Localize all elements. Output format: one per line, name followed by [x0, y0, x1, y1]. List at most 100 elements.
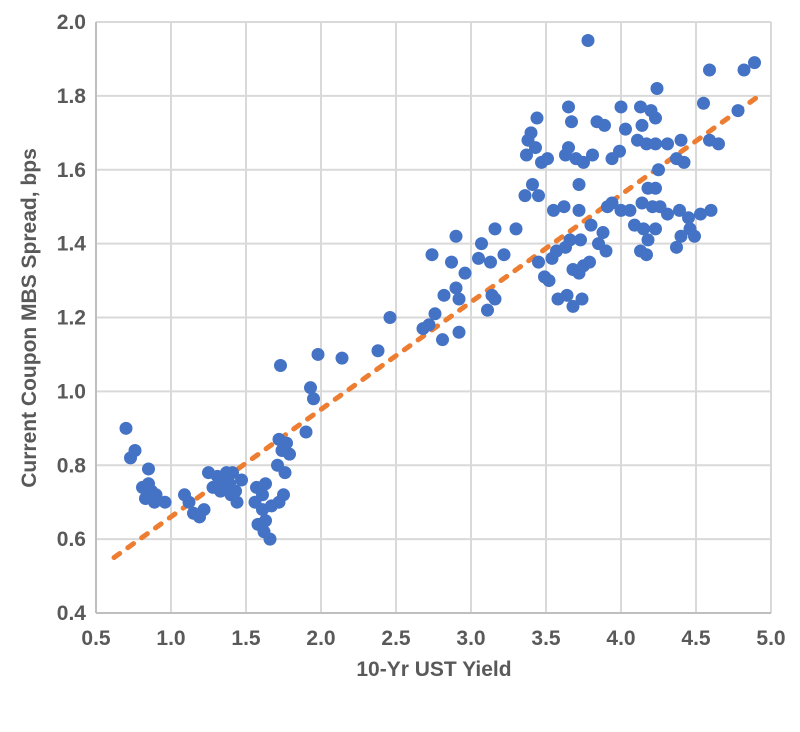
- scatter-point: [280, 436, 293, 450]
- scatter-point: [488, 292, 502, 306]
- scatter-point: [577, 155, 590, 169]
- scatter-point: [572, 266, 586, 280]
- scatter-point: [673, 203, 686, 217]
- scatter-point: [674, 229, 688, 243]
- x-tick-labels-group: 0.5 1.0 1.5 2.0 2.5 3.0 3.5 4.0 4.5 5.0: [81, 627, 785, 650]
- scatter-point: [277, 488, 290, 502]
- scatter-point: [509, 222, 523, 236]
- scatter-point: [274, 359, 287, 373]
- scatter-point: [148, 495, 161, 509]
- scatter-point: [304, 381, 317, 395]
- scatter-point: [437, 288, 451, 302]
- scatter-point: [422, 318, 436, 332]
- y-tick-label: 0.4: [57, 602, 87, 625]
- scatter-point: [599, 244, 613, 258]
- scatter-point: [307, 392, 320, 406]
- scatter-point: [263, 532, 277, 546]
- scatter-point: [214, 484, 227, 498]
- scatter-point: [311, 347, 325, 361]
- scatter-point: [383, 311, 397, 324]
- x-tick-label: 1.5: [231, 627, 261, 650]
- x-tick-label: 2.5: [381, 627, 411, 650]
- scatter-point: [634, 100, 647, 114]
- scatter-point: [614, 203, 628, 217]
- scatter-points-group: [119, 33, 761, 546]
- scatter-point: [559, 148, 572, 162]
- scatter-point: [652, 163, 665, 177]
- scatter-point: [530, 111, 544, 125]
- scatter-point: [335, 351, 349, 365]
- scatter-point: [124, 451, 137, 465]
- scatter-point: [566, 299, 580, 313]
- y-tick-labels-group: 0.4 0.6 0.8 1.0 1.2 1.4 1.6 1.8 2.0: [57, 11, 87, 625]
- scatter-point: [635, 118, 649, 132]
- x-tick-label: 0.5: [81, 627, 111, 650]
- scatter-point: [572, 178, 586, 192]
- scatter-point: [565, 115, 578, 129]
- scatter-point: [649, 222, 662, 236]
- trendline: [111, 93, 762, 561]
- scatter-point: [283, 447, 296, 461]
- scatter-point: [688, 229, 701, 243]
- scatter-point: [677, 155, 691, 169]
- scatter-point: [559, 240, 572, 254]
- scatter-point: [497, 248, 511, 262]
- scatter-point: [661, 207, 674, 221]
- scatter-point: [586, 148, 599, 162]
- scatter-point: [703, 63, 716, 77]
- x-tick-label: 5.0: [756, 627, 785, 650]
- x-axis-title: 10-Yr UST Yield: [356, 658, 512, 681]
- scatter-point: [649, 111, 662, 125]
- scatter-point: [640, 137, 653, 151]
- y-tick-label: 2.0: [57, 11, 86, 34]
- scatter-point: [541, 152, 554, 166]
- scatter-point: [226, 466, 239, 480]
- scatter-point: [731, 104, 745, 118]
- scatter-point: [635, 196, 649, 210]
- scatter-point: [584, 218, 598, 232]
- scatter-point: [529, 141, 542, 155]
- scatter-point: [674, 133, 688, 147]
- scatter-point: [472, 251, 485, 265]
- scatter-point: [697, 96, 710, 110]
- scatter-point: [230, 495, 244, 509]
- scatter-point: [640, 248, 653, 262]
- y-tick-label: 0.6: [57, 528, 86, 551]
- scatter-point: [614, 100, 628, 114]
- scatter-point: [449, 229, 463, 243]
- trendline-group: [111, 93, 762, 561]
- scatter-point: [158, 495, 172, 509]
- x-tick-label: 3.0: [456, 627, 485, 650]
- scatter-point: [259, 477, 272, 491]
- scatter-point: [572, 203, 586, 217]
- scatter-point: [613, 144, 626, 158]
- scatter-point: [562, 100, 575, 114]
- axis-lines-group: [95, 22, 771, 614]
- scatter-point: [547, 203, 560, 217]
- scatter-point: [737, 63, 751, 77]
- scatter-point: [619, 122, 632, 136]
- scatter-point: [551, 292, 565, 306]
- scatter-point: [641, 233, 655, 247]
- scatter-point: [661, 137, 674, 151]
- scatter-point: [371, 344, 385, 358]
- scatter-point: [526, 178, 539, 192]
- y-tick-label: 0.8: [57, 454, 87, 477]
- scatter-point: [518, 189, 532, 203]
- scatter-point: [278, 466, 292, 480]
- x-tick-label: 1.0: [156, 627, 185, 650]
- scatter-point: [704, 203, 718, 217]
- scatter-point: [449, 281, 463, 295]
- scatter-point: [197, 503, 211, 517]
- scatter-point: [488, 222, 502, 236]
- scatter-point: [650, 81, 664, 95]
- scatter-point: [649, 137, 662, 151]
- scatter-point: [557, 200, 571, 214]
- scatter-point: [458, 266, 472, 280]
- x-tick-label: 3.5: [531, 627, 561, 650]
- scatter-point: [520, 148, 533, 162]
- scatter-point: [452, 292, 466, 306]
- scatter-point: [425, 248, 439, 262]
- scatter-point: [574, 233, 587, 247]
